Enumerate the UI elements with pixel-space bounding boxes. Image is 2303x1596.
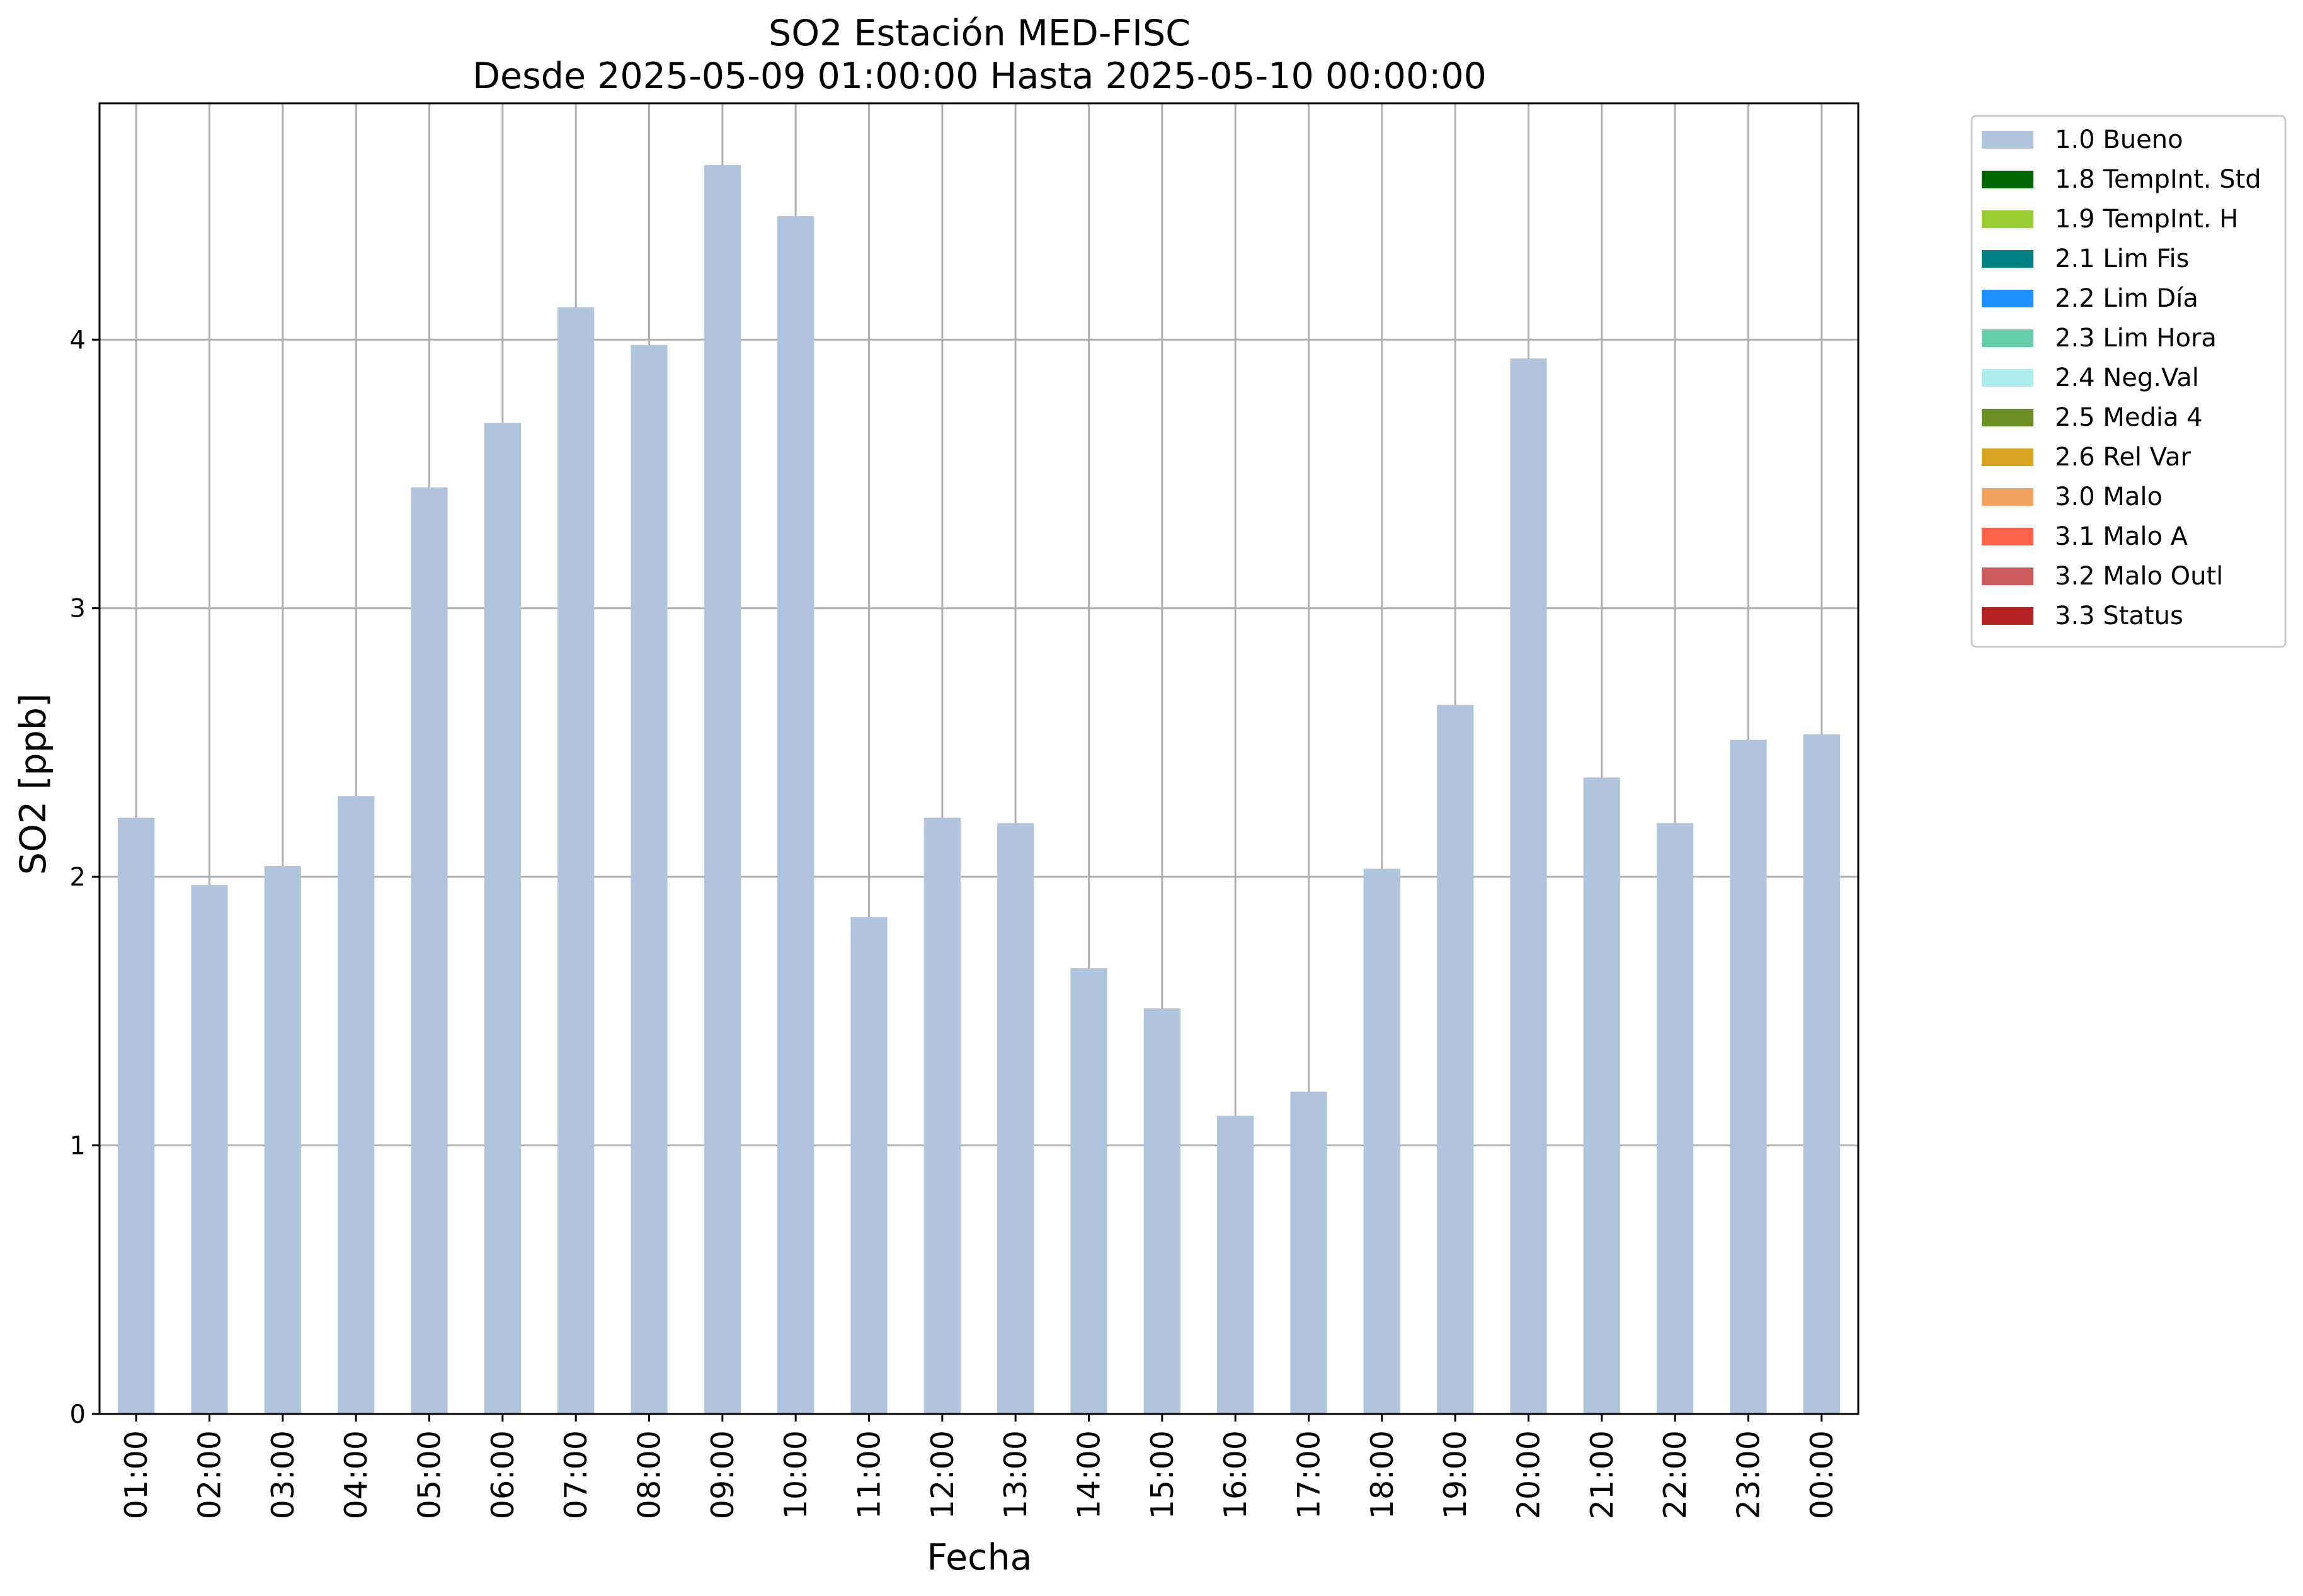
bar	[484, 423, 521, 1414]
x-tick-label: 01:00	[118, 1430, 154, 1519]
legend-entry-label: 3.3 Status	[2055, 601, 2183, 630]
legend-frame	[1970, 115, 2287, 648]
legend-entry-label: 2.6 Rel Var	[2055, 443, 2192, 472]
bar	[411, 487, 448, 1414]
legend-entry-label: 2.5 Media 4	[2055, 403, 2203, 432]
legend-swatch	[1982, 171, 2033, 188]
legend-swatch	[1982, 409, 2033, 426]
bars-layer	[118, 165, 1840, 1415]
y-tick-label: 1	[70, 1132, 86, 1161]
y-tick-label: 4	[70, 326, 86, 355]
legend-entry-label: 3.2 Malo Outl	[2055, 562, 2223, 591]
legend-swatch	[1982, 210, 2033, 228]
bar	[191, 884, 228, 1414]
x-tick-label: 17:00	[1291, 1430, 1327, 1519]
bar	[557, 307, 595, 1415]
x-tick-label: 18:00	[1364, 1430, 1400, 1519]
x-tick-label: 00:00	[1804, 1430, 1840, 1519]
legend-swatch	[1982, 290, 2033, 307]
x-tick-label: 05:00	[412, 1430, 448, 1519]
legend-swatch	[1982, 528, 2033, 545]
bar	[118, 818, 155, 1414]
legend-swatch	[1982, 567, 2033, 585]
x-tick-label: 08:00	[632, 1430, 668, 1519]
x-tick-label: 09:00	[705, 1430, 741, 1519]
legend-entry-label: 2.3 Lim Hora	[2055, 324, 2217, 353]
bar	[704, 165, 741, 1414]
x-tick-label: 19:00	[1437, 1430, 1473, 1519]
legend-entry-label: 2.4 Neg.Val	[2055, 363, 2199, 392]
legend-swatch	[1982, 250, 2033, 268]
chart-title: SO2 Estación MED-FISC	[769, 13, 1191, 54]
x-tick-label: 06:00	[485, 1430, 521, 1519]
x-tick-label: 22:00	[1657, 1430, 1693, 1519]
y-tick-label: 2	[70, 863, 86, 892]
legend-entry-label: 3.1 Malo A	[2055, 522, 2188, 551]
y-tick-label: 0	[70, 1400, 86, 1429]
ticks-layer: 0 1 2 3 4 01:00 02:00 03:00 04:00 05:00 06:00 07:00…	[70, 326, 1840, 1519]
y-tick-label: 3	[70, 595, 86, 624]
bar	[1143, 1008, 1180, 1414]
legend-entry-label: 2.2 Lim Día	[2055, 284, 2198, 313]
legend-entry-label: 1.8 TempInt. Std	[2055, 165, 2261, 194]
x-tick-label: 16:00	[1218, 1430, 1254, 1519]
bar	[1583, 777, 1620, 1414]
x-tick-label: 14:00	[1071, 1430, 1107, 1519]
x-tick-label: 02:00	[192, 1430, 228, 1519]
x-tick-label: 12:00	[925, 1430, 961, 1519]
legend-swatch	[1982, 369, 2033, 387]
legend-entry-label: 2.1 Lim Fis	[2055, 244, 2189, 273]
legend-entry-label: 1.0 Bueno	[2055, 125, 2183, 154]
bar	[264, 866, 301, 1414]
bar	[338, 796, 375, 1414]
bar	[1070, 968, 1107, 1414]
x-tick-label: 10:00	[778, 1430, 814, 1519]
legend: 1.0 Bueno 1.8 TempInt. Std 1.9 TempInt. H 2…	[1970, 115, 2287, 648]
y-axis-label: SO2 [ppb]	[13, 693, 54, 875]
legend-swatch	[1982, 329, 2033, 347]
bar	[1510, 358, 1547, 1414]
bar	[1730, 739, 1767, 1414]
legend-entry-label: 3.0 Malo	[2055, 482, 2163, 511]
x-tick-label: 13:00	[998, 1430, 1034, 1519]
x-tick-label: 20:00	[1511, 1430, 1547, 1519]
x-tick-label: 11:00	[852, 1430, 888, 1519]
bar	[850, 917, 888, 1414]
bar	[923, 818, 961, 1414]
legend-swatch	[1982, 607, 2033, 625]
legend-swatch	[1982, 488, 2033, 506]
bar	[1803, 734, 1840, 1414]
bar	[777, 216, 814, 1415]
legend-swatch	[1982, 448, 2033, 466]
bar	[1657, 823, 1694, 1414]
bar	[997, 823, 1034, 1414]
axes-layer	[98, 102, 1860, 1415]
x-tick-label: 04:00	[338, 1430, 374, 1519]
x-tick-label: 21:00	[1584, 1430, 1620, 1519]
legend-swatch	[1982, 131, 2033, 149]
x-tick-label: 07:00	[558, 1430, 594, 1519]
chart-subtitle: Desde 2025-05-09 01:00:00 Hasta 2025-05-…	[472, 55, 1487, 97]
x-axis-label: Fecha	[927, 1537, 1032, 1578]
x-tick-label: 03:00	[265, 1430, 301, 1519]
bar	[1217, 1115, 1254, 1414]
bar	[1437, 705, 1474, 1414]
x-tick-label: 15:00	[1145, 1430, 1180, 1519]
bar	[1363, 869, 1400, 1414]
bar	[1290, 1092, 1327, 1414]
x-tick-label: 23:00	[1731, 1430, 1767, 1519]
plot-frame	[98, 102, 1860, 1415]
legend-entry-label: 1.9 TempInt. H	[2055, 205, 2238, 234]
bar	[631, 345, 668, 1414]
